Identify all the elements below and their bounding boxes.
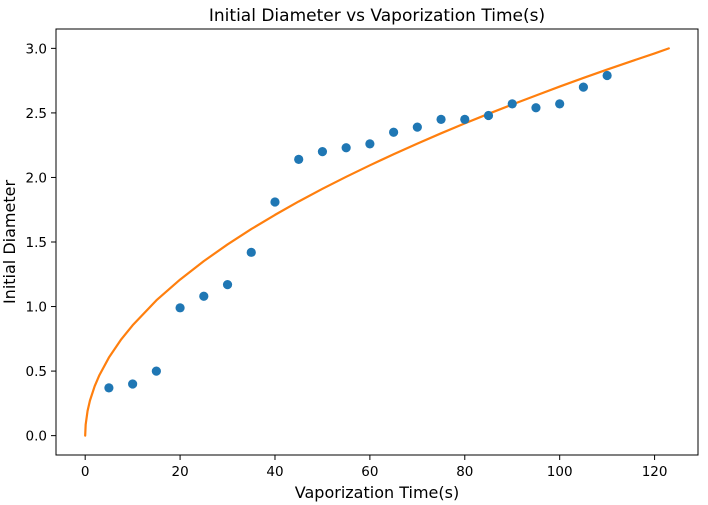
data-point	[389, 127, 399, 137]
data-point	[602, 70, 612, 81]
x-tick-label: 120	[642, 464, 668, 480]
data-point	[104, 383, 114, 393]
data-point	[365, 139, 375, 149]
x-tick-label: 80	[456, 464, 473, 480]
data-point	[317, 147, 328, 157]
fit-curve-line	[84, 47, 670, 437]
y-tick-label: 1.0	[26, 300, 47, 316]
data-point	[436, 114, 446, 124]
data-point	[294, 154, 304, 164]
data-point	[270, 197, 280, 207]
x-tick-label: 0	[81, 464, 90, 480]
data-point	[151, 366, 161, 376]
x-tick-label: 60	[361, 464, 378, 480]
y-tick-label: 3.0	[26, 41, 47, 57]
data-point	[199, 291, 209, 301]
data-point	[412, 122, 422, 132]
y-tick-label: 2.0	[26, 170, 47, 186]
data-point	[531, 103, 541, 113]
y-tick-label: 0.5	[26, 364, 47, 380]
data-point	[507, 99, 517, 109]
data-point	[246, 247, 256, 257]
data-point	[460, 114, 470, 124]
y-tick-label: 1.5	[26, 235, 47, 251]
data-point	[555, 99, 565, 109]
y-tick-label: 0.0	[26, 429, 47, 445]
data-point	[222, 280, 233, 290]
data-point	[578, 82, 589, 92]
y-axis-label: Initial Diameter	[0, 180, 19, 304]
data-point	[483, 110, 494, 121]
data-point	[175, 303, 185, 313]
x-axis-label: Vaporization Time(s)	[295, 483, 459, 502]
data-point	[128, 379, 138, 389]
x-tick-label: 100	[547, 464, 573, 480]
plot-frame	[55, 28, 699, 456]
chart-title: Initial Diameter vs Vaporization Time(s)	[209, 6, 545, 26]
x-tick-label: 20	[171, 464, 188, 480]
x-tick-label: 40	[266, 464, 283, 480]
data-point	[341, 143, 351, 153]
y-tick-label: 2.5	[26, 106, 47, 122]
